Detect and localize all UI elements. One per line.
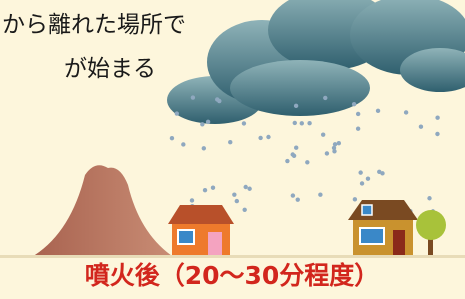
ash-dot: [435, 132, 439, 136]
ash-dot: [242, 208, 246, 212]
house-right: [348, 200, 418, 256]
ash-dot: [305, 160, 309, 164]
ash-dot: [202, 146, 206, 150]
ash-dot: [404, 110, 408, 114]
ash-dot: [296, 197, 300, 201]
illustration: から離れた場所で が始まる 噴火後（20〜30分程度）: [0, 0, 465, 299]
ash-dot: [211, 186, 215, 190]
ash-dot: [353, 197, 357, 201]
ash-dot: [203, 188, 207, 192]
ash-dot: [352, 102, 356, 106]
ash-dot: [318, 192, 322, 196]
ash-dot: [356, 112, 360, 116]
ash-dot: [360, 181, 364, 185]
ash-dot: [191, 95, 195, 99]
ground: [0, 255, 465, 258]
ash-dot: [366, 177, 370, 181]
ash-dot: [300, 121, 304, 125]
ash-dot: [235, 199, 239, 203]
ash-dot: [358, 170, 362, 174]
lead-line-2: が始まる: [64, 56, 156, 82]
ash-dot: [170, 136, 174, 140]
ash-dot: [215, 97, 219, 101]
ash-dot: [321, 132, 325, 136]
ash-dot: [435, 115, 439, 119]
ash-dot: [291, 193, 295, 197]
ash-dot: [258, 136, 262, 140]
caption: 噴火後（20〜30分程度）: [85, 261, 380, 290]
ash-dot: [200, 122, 204, 126]
ash-dot: [294, 104, 298, 108]
ash-dot: [190, 198, 194, 202]
ash-dot: [291, 152, 295, 156]
ash-dot: [266, 135, 270, 139]
ash-dot: [228, 140, 232, 144]
ash-dot: [419, 125, 423, 129]
ash-dot: [181, 142, 185, 146]
ash-dot: [356, 126, 360, 130]
ash-dot: [377, 170, 381, 174]
ash-dot: [427, 196, 431, 200]
ash-dot: [285, 159, 289, 163]
ash-dot: [243, 185, 247, 189]
ash-dot: [242, 121, 246, 125]
page: から離れた場所で が始まる 噴火後（20〜30分程度） (() => { con…: [0, 0, 465, 299]
lead-line-1: から離れた場所で: [2, 12, 186, 38]
ash-dot: [332, 149, 336, 153]
ash-dot: [175, 111, 179, 115]
ash-dot: [294, 146, 298, 150]
house-left: [168, 205, 234, 256]
ash-dot: [376, 109, 380, 113]
ash-dot: [232, 192, 236, 196]
ash-dot: [247, 187, 251, 191]
ash-dot: [307, 121, 311, 125]
ash-dot: [323, 96, 327, 100]
ash-dot: [337, 141, 341, 145]
ash-dot: [206, 120, 210, 124]
ash-dot: [325, 151, 329, 155]
ash-dot: [293, 121, 297, 125]
